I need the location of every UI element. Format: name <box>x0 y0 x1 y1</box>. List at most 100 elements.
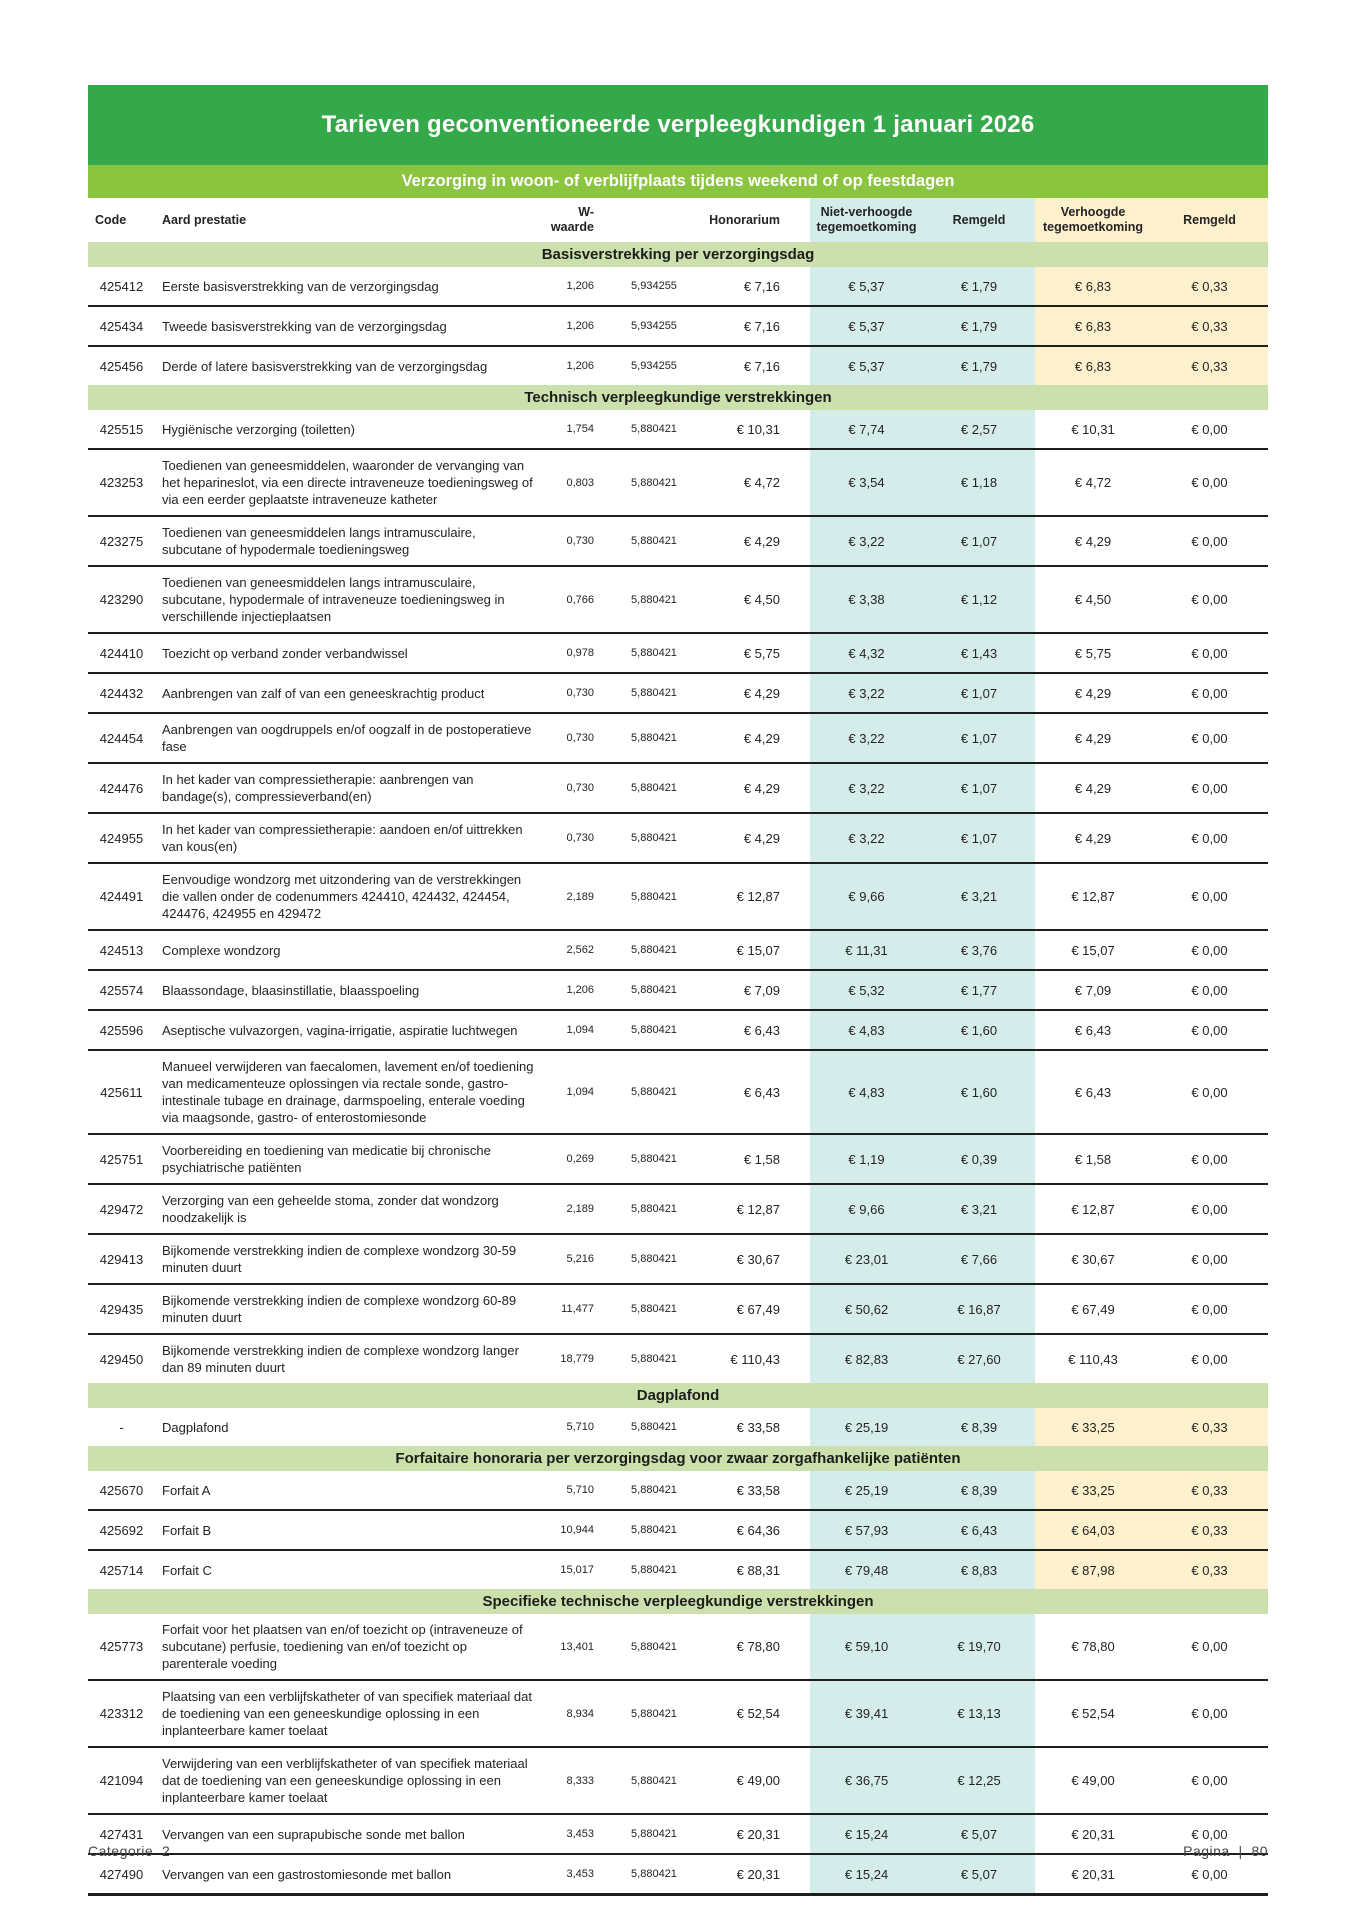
cell-desc: Eenvoudige wondzorg met uitzondering van… <box>162 872 522 921</box>
cell-hon: € 20,31 <box>736 1866 780 1882</box>
cell-niet: € 36,75 <box>810 1748 923 1813</box>
document-title-band: Tarieven geconventioneerde verpleegkundi… <box>88 85 1268 165</box>
document-subtitle: Verzorging in woon- of verblijfplaats ti… <box>401 172 955 190</box>
cell-hon: € 12,87 <box>736 1201 780 1217</box>
cell-code: 425456 <box>99 358 144 374</box>
cell-niet: € 11,31 <box>810 931 923 969</box>
cell-code: 425412 <box>99 278 144 294</box>
cell-code: 429450 <box>99 1351 144 1367</box>
cell-w: 0,730 <box>566 782 594 794</box>
cell-w: 1,206 <box>566 360 594 372</box>
table-row: 425692 Forfait B 10,944 5,880421 € 64,36 € 57… <box>88 1509 1268 1549</box>
section-header: Technisch verpleegkundige verstrekkingen <box>88 385 1268 410</box>
cell-niet: € 9,66 <box>810 864 923 929</box>
cell-hon: € 4,72 <box>743 475 780 490</box>
cell-rem2: € 0,33 <box>1151 1511 1268 1549</box>
cell-verh: € 4,72 <box>1074 475 1112 490</box>
cell-verh: € 67,49 <box>1071 1301 1115 1317</box>
cell-hon: € 4,29 <box>743 685 780 701</box>
cell-niet: € 7,74 <box>810 410 923 448</box>
cell-code: 425574 <box>99 982 144 998</box>
cell-factor: 5,880421 <box>631 687 677 699</box>
cell-factor: 5,880421 <box>631 1024 677 1036</box>
cell-desc: Voorbereiding en toediening van medicati… <box>162 1143 491 1175</box>
cell-hon: € 4,29 <box>743 730 780 746</box>
cell-w: 0,730 <box>566 732 594 744</box>
table-row: 424410 Toezicht op verband zonder verband… <box>88 632 1268 672</box>
cell-niet: € 3,22 <box>810 714 923 762</box>
cell-hon: € 78,80 <box>736 1639 780 1654</box>
cell-code: 425714 <box>99 1562 144 1578</box>
cell-factor: 5,880421 <box>631 535 677 547</box>
cell-w: 1,206 <box>566 320 594 332</box>
cell-hon: € 10,31 <box>736 421 780 437</box>
column-header-w: W-waarde <box>550 205 594 234</box>
cell-desc: Hygiënische verzorging (toiletten) <box>162 421 355 437</box>
cell-desc: Bijkomende verstrekking indien de comple… <box>162 1343 519 1375</box>
cell-code: 429435 <box>99 1301 144 1317</box>
cell-hon: € 52,54 <box>736 1706 780 1721</box>
cell-desc: Verzorging van een geheelde stoma, zonde… <box>162 1193 499 1225</box>
cell-rem2: € 0,00 <box>1191 592 1228 607</box>
cell-rem1: € 1,60 <box>923 1051 1035 1133</box>
cell-hon: € 4,29 <box>743 830 780 846</box>
cell-code: 425670 <box>99 1482 144 1498</box>
cell-rem2: € 0,00 <box>1191 780 1228 796</box>
cell-factor: 5,880421 <box>631 1153 677 1165</box>
cell-code: 424454 <box>99 730 144 746</box>
cell-factor: 5,880421 <box>631 1524 677 1536</box>
cell-rem2: € 0,00 <box>1191 1022 1228 1038</box>
cell-hon: € 4,50 <box>743 592 780 607</box>
cell-verh: € 20,31 <box>1071 1826 1115 1842</box>
column-header-desc: Aard prestatie <box>162 212 247 227</box>
cell-w: 1,094 <box>566 1086 594 1098</box>
cell-niet: € 3,22 <box>810 517 923 565</box>
table-row: 425596 Aseptische vulvazorgen, vagina-irr… <box>88 1009 1268 1049</box>
cell-factor: 5,880421 <box>631 984 677 996</box>
cell-verh: € 12,87 <box>1071 1201 1115 1217</box>
cell-niet: € 9,66 <box>810 1185 923 1233</box>
cell-code: 424432 <box>99 685 144 701</box>
table-row: 424491 Eenvoudige wondzorg met uitzonderi… <box>88 862 1268 929</box>
cell-rem2: € 0,00 <box>1191 421 1228 437</box>
cell-verh: € 4,29 <box>1074 533 1112 549</box>
cell-rem2: € 0,00 <box>1191 1866 1228 1882</box>
cell-rem1: € 5,07 <box>923 1855 1035 1893</box>
cell-factor: 5,880421 <box>631 1353 677 1365</box>
cell-factor: 5,880421 <box>631 1640 677 1653</box>
cell-desc: Toedienen van geneesmiddelen langs intra… <box>162 525 476 557</box>
cell-hon: € 7,16 <box>743 278 780 294</box>
cell-rem2: € 0,33 <box>1151 1551 1268 1589</box>
table-row: 425714 Forfait C 15,017 5,880421 € 88,31 € 79… <box>88 1549 1268 1589</box>
footer-category: Categorie 2 <box>88 1843 171 1859</box>
cell-w: 11,477 <box>561 1303 594 1315</box>
cell-rem2: € 0,33 <box>1151 347 1268 385</box>
table-row: 425611 Manueel verwijderen van faecalomen… <box>88 1049 1268 1133</box>
cell-factor: 5,880421 <box>631 890 677 903</box>
cell-code: 423275 <box>99 533 144 549</box>
table-row: 423253 Toedienen van geneesmiddelen, waar… <box>88 448 1268 515</box>
cell-rem1: € 27,60 <box>923 1335 1035 1383</box>
cell-niet: € 39,41 <box>810 1681 923 1746</box>
cell-w: 0,766 <box>566 593 594 606</box>
cell-hon: € 33,58 <box>736 1419 780 1435</box>
cell-rem2: € 0,33 <box>1151 267 1268 305</box>
cell-verh: € 6,83 <box>1035 307 1151 345</box>
cell-rem1: € 1,79 <box>923 347 1035 385</box>
table-row: 429413 Bijkomende verstrekking indien de … <box>88 1233 1268 1283</box>
cell-rem2: € 0,00 <box>1191 982 1228 998</box>
column-header-hon: Honorarium <box>709 212 780 227</box>
cell-verh: € 64,03 <box>1035 1511 1151 1549</box>
cell-niet: € 25,19 <box>810 1471 923 1509</box>
cell-w: 5,216 <box>566 1253 594 1265</box>
cell-rem1: € 0,39 <box>923 1135 1035 1183</box>
cell-desc: Bijkomende verstrekking indien de comple… <box>162 1243 517 1275</box>
cell-niet: € 5,37 <box>810 267 923 305</box>
cell-verh: € 20,31 <box>1071 1866 1115 1882</box>
cell-factor: 5,880421 <box>631 1203 677 1215</box>
cell-hon: € 4,29 <box>743 780 780 796</box>
cell-desc: Plaatsing van een verblijfskatheter of v… <box>162 1689 532 1738</box>
cell-code: - <box>119 1419 124 1435</box>
cell-hon: € 7,16 <box>743 318 780 334</box>
cell-rem1: € 16,87 <box>923 1285 1035 1333</box>
